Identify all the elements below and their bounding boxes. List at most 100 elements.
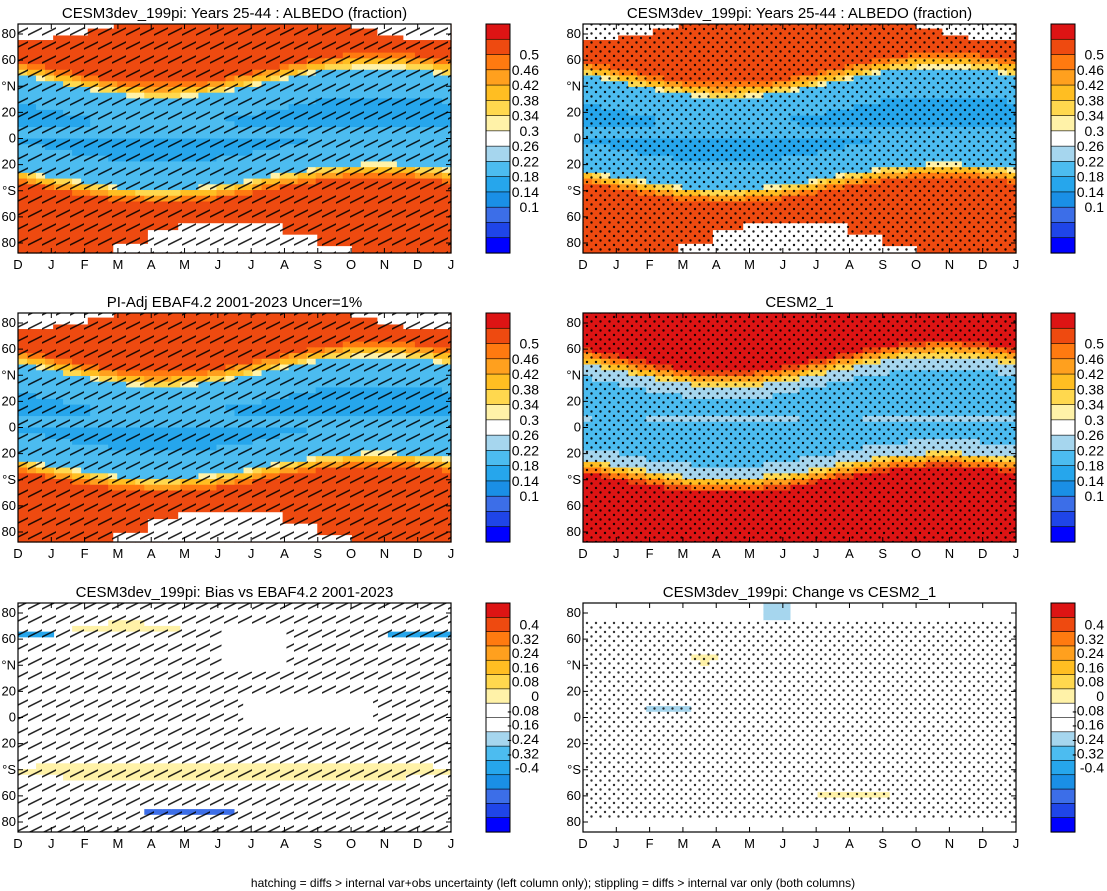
y-tick-label: °N xyxy=(566,78,581,93)
colorbar-swatch xyxy=(485,38,511,56)
colorbar-label: 0.18 xyxy=(1077,169,1104,185)
y-tick-label: 60 xyxy=(567,209,581,224)
colorbar-label: 0.3 xyxy=(1085,123,1105,139)
colorbar-label: 0.38 xyxy=(1077,92,1104,108)
colorbar-swatch xyxy=(1050,222,1076,239)
y-tick-label: °S xyxy=(567,183,581,198)
y-tick-label: 20 xyxy=(567,157,581,172)
colorbar-swatch xyxy=(1050,23,1076,40)
colorbar-swatch xyxy=(485,69,511,86)
colorbar-frame xyxy=(1050,23,1076,254)
x-tick-label: D xyxy=(978,257,987,272)
x-tick-label: N xyxy=(945,257,954,272)
colorbar-label: 0.5 xyxy=(520,47,540,63)
colorbar-label: 0.3 xyxy=(520,123,540,139)
colorbar-swatch xyxy=(485,191,511,208)
colorbar-label: 0.26 xyxy=(512,138,539,154)
x-tick-label: A xyxy=(147,257,156,272)
colorbar-label: 0.42 xyxy=(512,77,539,93)
colorbar-swatch xyxy=(485,161,511,178)
y-tick-label: 0 xyxy=(9,131,16,146)
panel-title: CESM3dev_199pi: Years 25-44 : ALBEDO (fr… xyxy=(62,5,407,22)
x-tick-label: M xyxy=(678,257,689,272)
colorbar-swatch xyxy=(1050,130,1076,147)
stippling-overlay xyxy=(583,24,1016,253)
colorbar-swatch xyxy=(1050,84,1076,101)
colorbar-label: 0.1 xyxy=(1085,199,1105,215)
colorbar-label: 0.22 xyxy=(512,153,539,169)
chart-panel-2: CESM3dev_199pi: Years 25-44 : ALBEDO (fr… xyxy=(566,5,1104,272)
colorbar-label: 0.42 xyxy=(1077,77,1104,93)
colorbar-swatch xyxy=(485,145,511,162)
colorbar-swatch xyxy=(485,54,511,71)
x-tick-label: J xyxy=(613,257,620,272)
colorbar-label: 0.5 xyxy=(1085,47,1105,63)
y-tick-label: 80 xyxy=(2,235,16,250)
colorbar-swatch xyxy=(1050,206,1076,224)
x-tick-label: M xyxy=(179,257,190,272)
hatching-overlay xyxy=(18,24,451,253)
colorbar-swatch xyxy=(485,237,511,254)
colorbar: 0.50.460.420.380.340.30.260.220.180.140.… xyxy=(485,23,540,254)
x-tick-label: A xyxy=(845,257,854,272)
y-tick-label: 60 xyxy=(567,52,581,67)
colorbar-swatch xyxy=(485,176,511,193)
colorbar-swatch xyxy=(1050,54,1076,71)
colorbar-label: 0.26 xyxy=(1077,138,1104,154)
colorbar-swatch xyxy=(1050,176,1076,193)
colorbar-swatch xyxy=(1050,161,1076,178)
y-tick-label: °S xyxy=(2,183,16,198)
x-tick-label: J xyxy=(780,257,787,272)
x-tick-label: J xyxy=(1013,257,1020,272)
panel-title: PI-Adj EBAF4.2 2001-2023 Uncer=1% xyxy=(107,294,363,311)
y-tick-label: 60 xyxy=(2,209,16,224)
colorbar-label: 0.14 xyxy=(512,184,539,200)
colorbar-label: 0.18 xyxy=(512,169,539,185)
x-tick-label: O xyxy=(346,257,356,272)
colorbar: 0.50.460.420.380.340.30.260.220.180.140.… xyxy=(1050,23,1105,254)
y-tick-label: 20 xyxy=(2,157,16,172)
x-tick-label: M xyxy=(744,257,755,272)
colorbar-swatch xyxy=(1050,115,1076,132)
x-tick-label: A xyxy=(712,257,721,272)
colorbar-label: 0.22 xyxy=(1077,153,1104,169)
y-tick-label: 20 xyxy=(2,104,16,119)
colorbar-swatch xyxy=(1050,100,1076,117)
y-tick-label: 80 xyxy=(567,26,581,41)
x-tick-label: O xyxy=(911,257,921,272)
x-tick-label: M xyxy=(113,257,124,272)
colorbar-swatch xyxy=(485,130,511,147)
x-tick-label: J xyxy=(48,257,55,272)
y-tick-label: 60 xyxy=(2,52,16,67)
colorbar-swatch xyxy=(485,84,511,101)
x-tick-label: S xyxy=(313,257,322,272)
x-tick-label: N xyxy=(380,257,389,272)
x-tick-label: D xyxy=(13,257,22,272)
x-tick-label: J xyxy=(215,257,222,272)
x-tick-label: J xyxy=(448,257,455,272)
x-tick-label: D xyxy=(578,257,587,272)
x-tick-label: F xyxy=(81,257,89,272)
y-tick-label: 80 xyxy=(2,26,16,41)
y-tick-label: 20 xyxy=(567,104,581,119)
colorbar-swatch xyxy=(485,100,511,117)
y-tick-label: °N xyxy=(1,78,16,93)
x-tick-label: A xyxy=(280,257,289,272)
colorbar-label: 0.14 xyxy=(1077,184,1104,200)
colorbar-label: 0.34 xyxy=(512,108,539,124)
colorbar-swatch xyxy=(485,23,511,40)
colorbar-swatch xyxy=(1050,69,1076,86)
chart-panel-3: PI-Adj EBAF4.2 2001-2023 Uncer=1%8060°N2… xyxy=(1,294,539,561)
colorbar-swatch xyxy=(485,206,511,224)
y-tick-label: 0 xyxy=(574,131,581,146)
x-tick-label: D xyxy=(413,257,422,272)
colorbar-label: 0.38 xyxy=(512,92,539,108)
colorbar-swatch xyxy=(1050,237,1076,254)
panel-title: CESM3dev_199pi: Years 25-44 : ALBEDO (fr… xyxy=(627,5,972,22)
colorbar-label: 0.1 xyxy=(520,199,540,215)
x-tick-label: J xyxy=(813,257,820,272)
colorbar-swatch xyxy=(1050,191,1076,208)
chart-panel-1: CESM3dev_199pi: Years 25-44 : ALBEDO (fr… xyxy=(1,5,539,272)
colorbar-label: 0.46 xyxy=(512,62,539,78)
